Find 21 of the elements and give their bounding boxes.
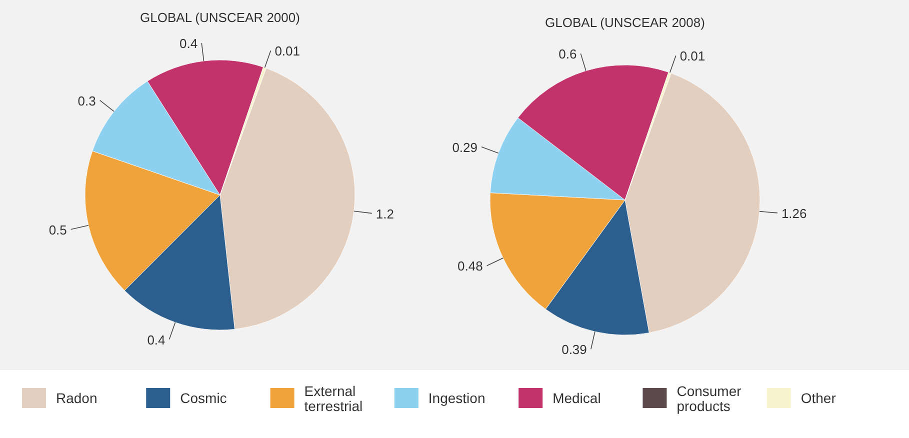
data-label: 0.01 [274,44,300,59]
data-label: 0.29 [452,140,478,155]
data-label: 0.6 [558,46,577,62]
legend-label: Ingestion [428,390,486,406]
data-label: 0.39 [562,342,587,358]
data-label: 0.01 [680,48,706,64]
data-label: 0.48 [458,258,483,274]
legend-label: Radon [56,390,98,406]
data-label: 0.4 [180,36,198,52]
legend-label: Other [800,390,836,406]
legend-label: Medical [552,390,601,406]
data-label: 0.5 [48,222,67,238]
data-label: 1.26 [781,206,807,221]
chart-title: GLOBAL (UNSCEAR 2008) [545,15,705,30]
chart-title: GLOBAL (UNSCEAR 2000) [140,10,300,25]
data-label: 0.4 [147,332,166,348]
data-label: 1.2 [376,206,394,222]
data-label: 0.3 [78,93,96,108]
legend-label: Cosmic [180,390,227,406]
legend-label: External terrestrial [304,383,363,414]
legend-label: Consumer products [676,383,742,414]
